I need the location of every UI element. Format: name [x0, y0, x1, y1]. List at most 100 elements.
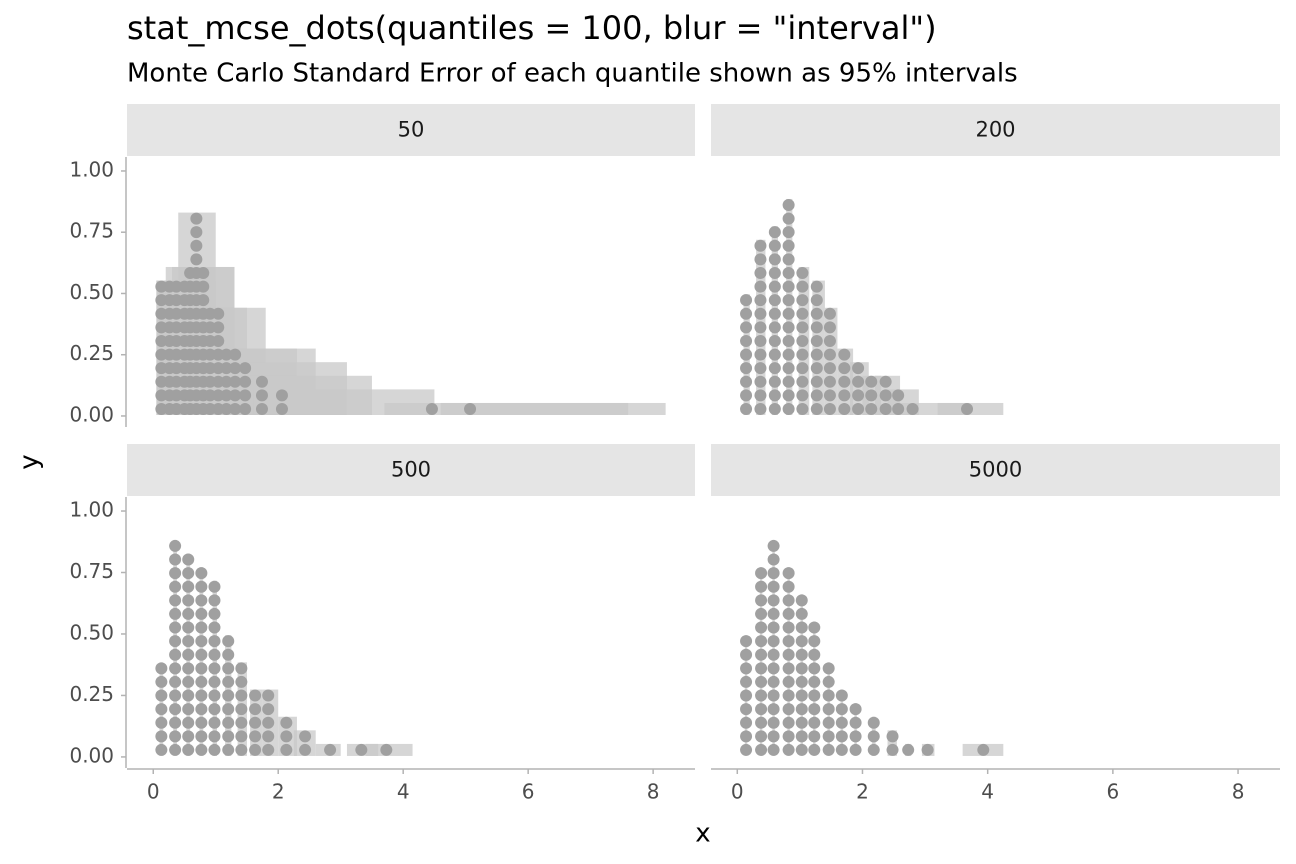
strip	[711, 104, 1280, 156]
chart-subtitle: Monte Carlo Standard Error of each quant…	[127, 59, 1018, 89]
dot	[229, 348, 242, 361]
dot	[768, 226, 781, 239]
dot	[767, 675, 780, 688]
interval	[173, 539, 177, 756]
x-tick-label: 4	[981, 780, 994, 804]
dot	[229, 389, 242, 402]
dot	[822, 662, 835, 675]
dot	[754, 253, 767, 266]
dot	[208, 716, 221, 729]
dot	[755, 635, 768, 648]
dot	[795, 716, 808, 729]
dot	[195, 635, 208, 648]
dot	[852, 362, 865, 375]
dot	[169, 675, 182, 688]
dot	[755, 594, 768, 607]
dot	[197, 266, 210, 279]
dot	[262, 743, 275, 756]
dot	[195, 648, 208, 661]
x-tick-label: 4	[397, 780, 410, 804]
dot	[795, 621, 808, 634]
dot	[808, 743, 821, 756]
dot	[195, 607, 208, 620]
dot	[767, 567, 780, 580]
dot	[782, 567, 795, 580]
dot	[262, 716, 275, 729]
dot	[155, 675, 168, 688]
dot	[235, 743, 248, 756]
dot	[822, 716, 835, 729]
dot	[182, 703, 195, 716]
y-tick-label: 0.75	[69, 219, 114, 243]
dot	[208, 607, 221, 620]
dot	[810, 362, 823, 375]
dot	[235, 703, 248, 716]
dot	[255, 375, 268, 388]
dot	[808, 635, 821, 648]
dot	[324, 743, 337, 756]
interval	[772, 539, 775, 756]
x-tick-label: 6	[522, 780, 535, 804]
x-tick-label: 8	[1232, 780, 1245, 804]
dot	[169, 580, 182, 593]
dot	[754, 280, 767, 293]
dot	[754, 239, 767, 252]
dot	[865, 402, 878, 415]
dot	[782, 321, 795, 334]
dot	[182, 580, 195, 593]
dot	[782, 730, 795, 743]
dot	[255, 389, 268, 402]
dot	[280, 743, 293, 756]
dot	[810, 321, 823, 334]
dot	[208, 635, 221, 648]
dot	[835, 703, 848, 716]
y-tick-label: 0.25	[69, 682, 114, 706]
dot	[190, 253, 203, 266]
interval	[787, 567, 790, 756]
interval	[800, 594, 804, 756]
dot	[822, 743, 835, 756]
dot	[262, 703, 275, 716]
dot	[879, 375, 892, 388]
dot	[229, 375, 242, 388]
dot	[208, 675, 221, 688]
dot	[208, 648, 221, 661]
dot	[262, 689, 275, 702]
dot	[796, 294, 809, 307]
dot	[795, 703, 808, 716]
dot	[823, 375, 836, 388]
dot	[782, 348, 795, 361]
dot	[280, 730, 293, 743]
dot	[195, 675, 208, 688]
dot	[464, 402, 477, 415]
y-tick-label: 0.00	[69, 743, 114, 767]
interval	[813, 621, 816, 756]
dot	[796, 375, 809, 388]
dot	[195, 580, 208, 593]
dot	[835, 689, 848, 702]
dot	[767, 703, 780, 716]
dot	[212, 307, 225, 320]
dot	[195, 730, 208, 743]
dot	[838, 375, 851, 388]
dot	[262, 730, 275, 743]
dot	[239, 402, 252, 415]
dot	[808, 648, 821, 661]
dot	[740, 294, 753, 307]
dot	[961, 402, 974, 415]
dot	[782, 226, 795, 239]
dot	[782, 580, 795, 593]
dot	[155, 662, 168, 675]
dot	[849, 716, 862, 729]
dot	[755, 675, 768, 688]
strip-label: 500	[391, 458, 431, 482]
dot	[220, 348, 233, 361]
dot	[795, 730, 808, 743]
dot	[782, 675, 795, 688]
dot	[740, 362, 753, 375]
dot	[195, 743, 208, 756]
dot	[740, 662, 753, 675]
dot	[782, 198, 795, 211]
dot	[782, 307, 795, 320]
